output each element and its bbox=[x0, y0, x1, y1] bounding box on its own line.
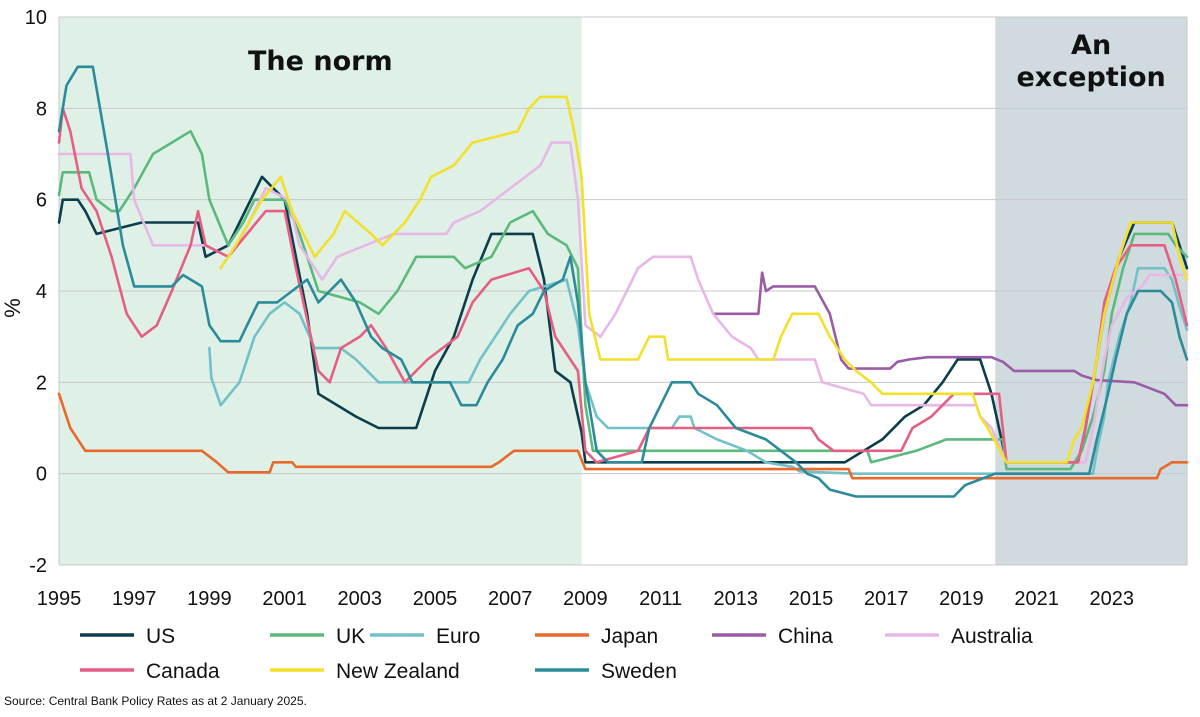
y-tick-label: -2 bbox=[29, 555, 47, 577]
series-line-sweden bbox=[57, 65, 1189, 498]
source-note: Source: Central Bank Policy Rates as at … bbox=[4, 694, 307, 708]
series-line-euro bbox=[208, 266, 1189, 475]
legend-label: China bbox=[778, 625, 833, 648]
series-line-china bbox=[711, 271, 1189, 407]
x-tick-label: 2005 bbox=[413, 588, 458, 610]
x-tick-label: 2015 bbox=[789, 588, 834, 610]
x-tick-label: 1997 bbox=[112, 588, 157, 610]
legend-label: Sweden bbox=[601, 660, 677, 683]
x-tick-label: 2003 bbox=[338, 588, 383, 610]
y-axis-label: % bbox=[0, 298, 25, 318]
x-tick-label: 2011 bbox=[639, 588, 682, 610]
y-tick-label: 8 bbox=[36, 98, 47, 120]
legend-label: Euro bbox=[436, 625, 480, 648]
legend-label: Canada bbox=[146, 660, 220, 683]
legend-label: US bbox=[146, 625, 175, 648]
region-label-exception-word: exception bbox=[1016, 62, 1165, 93]
y-tick-label: 0 bbox=[36, 464, 47, 486]
x-tick-label: 2001 bbox=[262, 588, 307, 610]
legend-label: UK bbox=[336, 625, 365, 648]
region-label-exception: An exception bbox=[1016, 30, 1165, 93]
x-tick-label: 2019 bbox=[939, 588, 984, 610]
series-line-new-zealand bbox=[219, 95, 1189, 464]
y-tick-label: 10 bbox=[25, 7, 47, 29]
x-tick-label: 2009 bbox=[563, 588, 608, 610]
x-tick-label: 2017 bbox=[864, 588, 909, 610]
y-tick-label: 4 bbox=[36, 281, 47, 303]
series-line-japan bbox=[57, 392, 1189, 480]
legend-label: Australia bbox=[951, 625, 1033, 648]
legend-label: New Zealand bbox=[336, 660, 460, 683]
x-tick-label: 1995 bbox=[37, 588, 82, 610]
x-tick-label: 2021 bbox=[1014, 588, 1059, 610]
region-label-exception-word: An bbox=[1071, 30, 1111, 61]
x-tick-label: 1999 bbox=[187, 588, 232, 610]
x-tick-label: 2007 bbox=[488, 588, 533, 610]
y-tick-label: 2 bbox=[36, 372, 47, 394]
x-tick-label: 2023 bbox=[1090, 588, 1135, 610]
series-line-uk bbox=[57, 129, 1189, 471]
region-label-norm: The norm bbox=[248, 46, 393, 77]
x-tick-label: 2013 bbox=[714, 588, 759, 610]
y-tick-label: 6 bbox=[36, 190, 47, 212]
legend-label: Japan bbox=[601, 625, 658, 648]
